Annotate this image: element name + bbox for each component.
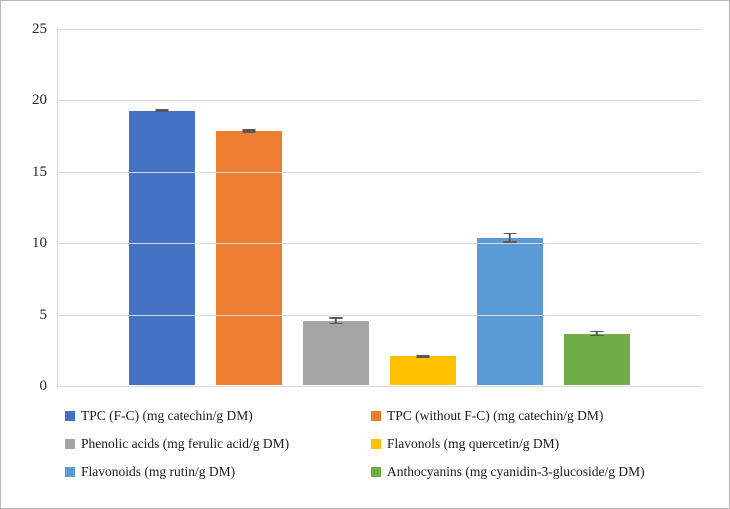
bar bbox=[476, 237, 543, 385]
error-bar bbox=[155, 109, 168, 113]
bar bbox=[215, 130, 282, 385]
bar bbox=[563, 333, 630, 385]
legend-swatch bbox=[65, 411, 75, 421]
bar bbox=[128, 110, 195, 385]
bar-slot bbox=[476, 28, 543, 385]
y-axis-line bbox=[57, 29, 58, 386]
legend-swatch bbox=[371, 467, 381, 477]
error-bar-cap bbox=[155, 110, 168, 113]
gridline bbox=[57, 243, 701, 245]
legend-item: TPC (without F-C) (mg catechin/g DM) bbox=[371, 408, 705, 424]
y-tick-label: 10 bbox=[32, 235, 47, 252]
error-bar-whisker bbox=[595, 330, 598, 337]
error-bar-cap bbox=[416, 356, 429, 358]
gridline bbox=[57, 386, 701, 387]
y-tick-label: 15 bbox=[32, 163, 47, 180]
legend-label: Phenolic acids (mg ferulic acid/g DM) bbox=[81, 436, 290, 451]
error-bar bbox=[503, 232, 516, 243]
bar-slot bbox=[389, 28, 456, 385]
y-tick-label: 0 bbox=[39, 378, 48, 394]
error-bar-cap bbox=[329, 322, 342, 325]
bar-row bbox=[57, 28, 701, 385]
error-bar-cap bbox=[503, 241, 516, 243]
legend-item: TPC (F-C) (mg catechin/g DM) bbox=[65, 408, 361, 424]
legend-swatch bbox=[371, 439, 381, 449]
y-axis: 0 5 10 15 20 25 bbox=[1, 21, 48, 394]
error-bar-whisker bbox=[508, 232, 511, 243]
legend-swatch bbox=[65, 439, 75, 449]
bar-slot bbox=[302, 28, 369, 385]
gridline bbox=[57, 314, 701, 316]
error-bar-whisker bbox=[247, 129, 250, 133]
error-bar-cap bbox=[242, 131, 255, 133]
legend-label: Flavonols (mg quercetin/g DM) bbox=[387, 436, 560, 451]
bar-slot bbox=[563, 28, 630, 385]
gridline bbox=[57, 171, 701, 173]
legend-swatch bbox=[65, 467, 75, 477]
legend-item: Anthocyanins (mg cyanidin-3-glucoside/g … bbox=[371, 464, 705, 480]
gridline bbox=[57, 29, 701, 30]
gridline bbox=[57, 100, 701, 102]
bar-slot bbox=[128, 28, 195, 385]
legend-label: Anthocyanins (mg cyanidin-3-glucoside/g … bbox=[387, 464, 645, 479]
error-bar bbox=[329, 317, 342, 325]
legend-item: Phenolic acids (mg ferulic acid/g DM) bbox=[65, 436, 361, 452]
legend-label: TPC (without F-C) (mg catechin/g DM) bbox=[387, 408, 604, 423]
legend-swatch bbox=[371, 411, 381, 421]
error-bar-whisker bbox=[334, 317, 337, 325]
legend-label: TPC (F-C) (mg catechin/g DM) bbox=[81, 408, 253, 423]
bar-slot bbox=[215, 28, 282, 385]
chart-legend: TPC (F-C) (mg catechin/g DM) TPC (without… bbox=[65, 408, 705, 480]
plot-area bbox=[57, 28, 701, 387]
error-bar bbox=[416, 355, 429, 358]
y-tick-label: 20 bbox=[32, 92, 47, 109]
error-bar bbox=[590, 330, 603, 337]
legend-item: Flavonoids (mg rutin/g DM) bbox=[65, 464, 361, 480]
y-tick-label: 5 bbox=[39, 306, 48, 323]
error-bar-cap bbox=[590, 334, 603, 337]
bar bbox=[389, 356, 456, 385]
error-bar bbox=[242, 129, 255, 133]
legend-label: Flavonoids (mg rutin/g DM) bbox=[81, 464, 236, 479]
bar bbox=[302, 320, 369, 385]
y-tick-label: 25 bbox=[32, 21, 47, 37]
legend-item: Flavonols (mg quercetin/g DM) bbox=[371, 436, 705, 452]
